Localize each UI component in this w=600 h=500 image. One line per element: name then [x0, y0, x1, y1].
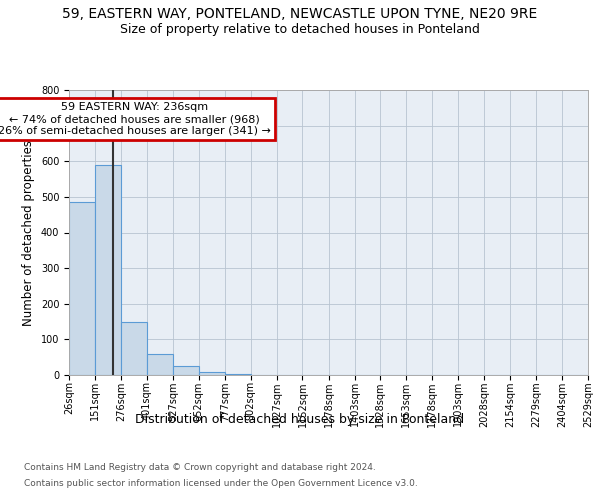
Bar: [199, 372, 225, 375]
Bar: [69, 202, 95, 375]
Bar: [173, 366, 199, 375]
Text: Distribution of detached houses by size in Ponteland: Distribution of detached houses by size …: [136, 412, 464, 426]
Text: Size of property relative to detached houses in Ponteland: Size of property relative to detached ho…: [120, 22, 480, 36]
Y-axis label: Number of detached properties: Number of detached properties: [22, 140, 35, 326]
Text: Contains public sector information licensed under the Open Government Licence v3: Contains public sector information licen…: [24, 478, 418, 488]
Text: Contains HM Land Registry data © Crown copyright and database right 2024.: Contains HM Land Registry data © Crown c…: [24, 464, 376, 472]
Text: 59, EASTERN WAY, PONTELAND, NEWCASTLE UPON TYNE, NE20 9RE: 59, EASTERN WAY, PONTELAND, NEWCASTLE UP…: [62, 8, 538, 22]
Text: 59 EASTERN WAY: 236sqm
← 74% of detached houses are smaller (968)
26% of semi-de: 59 EASTERN WAY: 236sqm ← 74% of detached…: [0, 102, 271, 136]
Bar: [95, 165, 121, 375]
Bar: [147, 354, 173, 375]
Bar: [121, 322, 147, 375]
Bar: [225, 374, 251, 375]
